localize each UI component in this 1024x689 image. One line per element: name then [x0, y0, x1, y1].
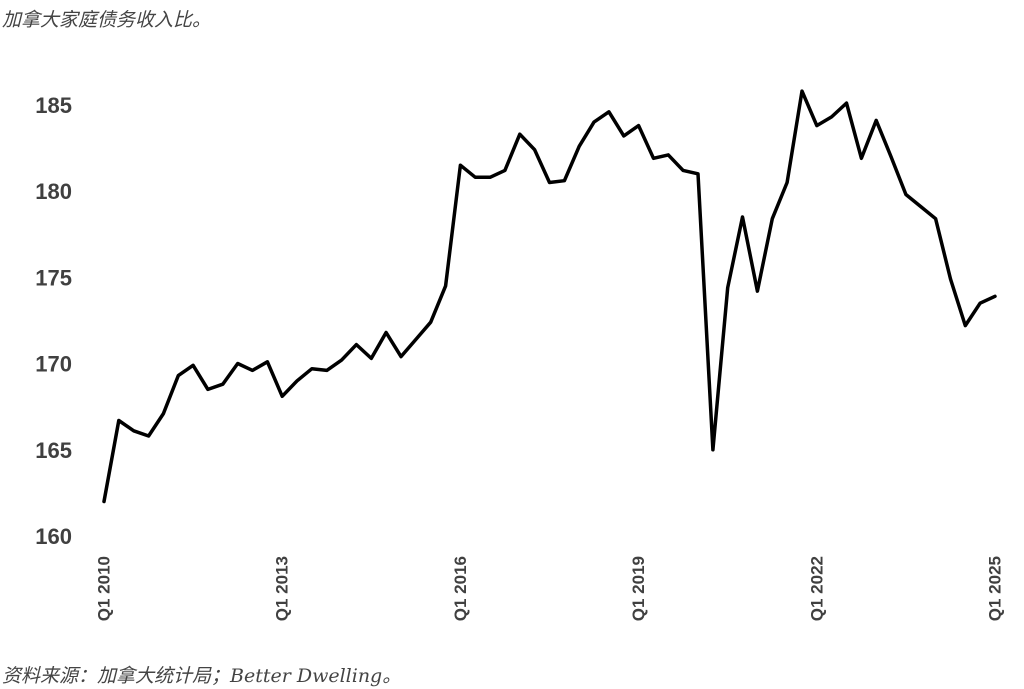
data-point	[117, 419, 120, 422]
data-point	[652, 157, 655, 160]
x-tick-label: Q1 2016	[451, 556, 470, 621]
data-point	[251, 369, 254, 372]
data-point	[548, 181, 551, 184]
data-point	[726, 286, 729, 289]
data-point	[281, 395, 284, 398]
data-point	[607, 110, 610, 113]
data-point	[236, 362, 239, 365]
y-tick-label: 175	[35, 265, 72, 290]
data-point	[622, 134, 625, 137]
data-point	[192, 364, 195, 367]
data-point	[771, 217, 774, 220]
data-point	[533, 148, 536, 151]
y-tick-label: 160	[35, 524, 72, 549]
chart-source: 资料来源：加拿大统计局；Better Dwelling。	[2, 665, 402, 687]
data-point	[845, 102, 848, 105]
data-point	[503, 169, 506, 172]
data-point	[890, 155, 893, 158]
data-point	[741, 216, 744, 219]
data-point	[132, 429, 135, 432]
data-point	[786, 181, 789, 184]
data-point	[919, 205, 922, 208]
data-point	[147, 435, 150, 438]
data-point	[637, 124, 640, 127]
data-point	[355, 343, 358, 346]
data-point	[949, 278, 952, 281]
x-tick-label: Q1 2022	[807, 556, 826, 621]
data-point	[162, 412, 165, 415]
data-point	[429, 321, 432, 324]
data-point	[593, 121, 596, 124]
data-point	[296, 379, 299, 382]
data-point	[266, 360, 269, 363]
data-point	[578, 145, 581, 148]
data-point	[682, 169, 685, 172]
y-tick-label: 170	[35, 352, 72, 377]
y-tick-label: 185	[35, 93, 72, 118]
data-point	[206, 388, 209, 391]
series-line	[102, 89, 997, 504]
data-point	[964, 324, 967, 327]
data-point	[815, 124, 818, 127]
data-point	[801, 90, 804, 93]
data-point	[444, 284, 447, 287]
x-tick-label: Q1 2025	[986, 556, 1005, 621]
data-point	[830, 115, 833, 118]
data-point	[711, 448, 714, 451]
data-point	[370, 357, 373, 360]
y-tick-label: 180	[35, 179, 72, 204]
series-layer	[102, 89, 997, 504]
data-point	[325, 369, 328, 372]
x-tick-label: Q1 2019	[629, 556, 648, 621]
data-point	[221, 383, 224, 386]
data-point	[385, 331, 388, 334]
data-point	[518, 133, 521, 136]
data-point	[340, 359, 343, 362]
data-point	[994, 295, 997, 298]
data-point	[400, 355, 403, 358]
data-point	[414, 338, 417, 341]
data-point	[310, 367, 313, 370]
data-point	[177, 374, 180, 377]
data-point	[474, 176, 477, 179]
y-tick-label: 165	[35, 438, 72, 463]
x-tick-label: Q1 2010	[95, 556, 114, 621]
data-point	[860, 157, 863, 160]
data-point	[103, 500, 106, 503]
data-point	[934, 217, 937, 220]
data-point	[459, 164, 462, 167]
data-point	[667, 153, 670, 156]
data-point	[489, 176, 492, 179]
data-point	[904, 193, 907, 196]
x-axis-ticks: Q1 2010 Q1 2013 Q1 2016 Q1 2019 Q1 2022 Q1 20…	[95, 556, 1005, 621]
y-axis-ticks: 160 165 170 175 180 185	[35, 93, 72, 549]
data-point	[756, 290, 759, 293]
data-point	[979, 302, 982, 305]
data-point	[875, 119, 878, 122]
chart-title: 加拿大家庭债务收入比。	[2, 9, 212, 31]
data-point	[697, 172, 700, 175]
data-point	[563, 179, 566, 182]
x-tick-label: Q1 2013	[273, 556, 292, 621]
